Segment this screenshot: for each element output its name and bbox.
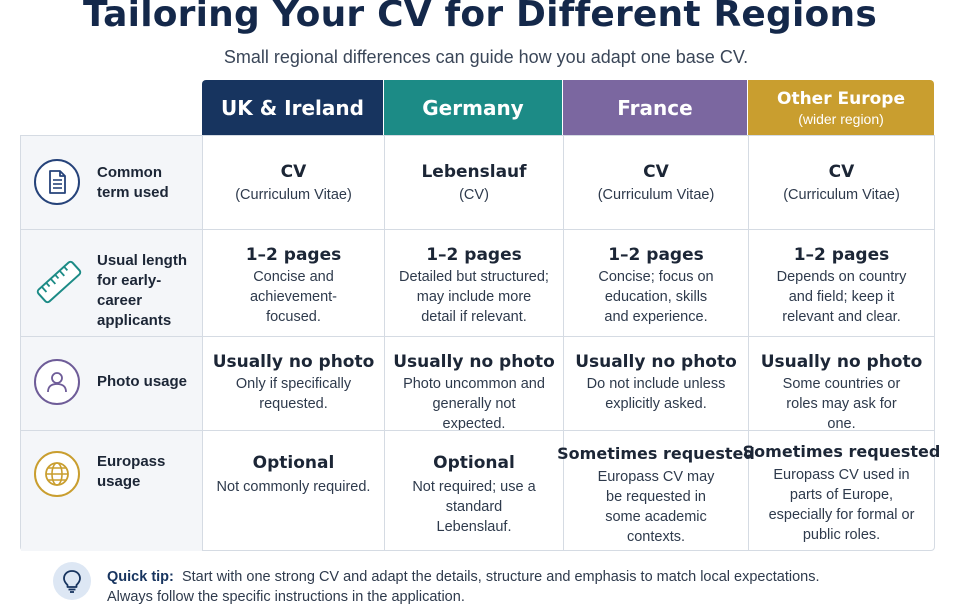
column-header-label: France xyxy=(617,95,693,120)
cell-main: Optional xyxy=(433,453,515,473)
table-cell: 1–2 pages Concise; focus on education, s… xyxy=(564,230,749,337)
row-label-cell: Photo usage xyxy=(21,337,203,431)
table-cell: 1–2 pages Concise and achievement-focuse… xyxy=(203,230,385,337)
globe-icon xyxy=(34,451,80,497)
page-title: Tailoring Your CV for Different Regions xyxy=(83,0,877,35)
cell-main: Usually no photo xyxy=(212,352,375,372)
cell-detail: Not required; use a standard Lebenslauf. xyxy=(412,479,536,535)
cell-main: 1–2 pages xyxy=(426,245,522,265)
quick-tip-line2: Always follow the specific instructions … xyxy=(107,589,465,605)
column-header-other-europe: Other Europe (wider region) xyxy=(748,80,934,135)
quick-tip-label: Quick tip: xyxy=(107,569,174,585)
cell-detail: (Curriculum Vitae) xyxy=(783,187,900,203)
cell-detail: Not commonly required. xyxy=(216,479,371,495)
cell-detail: Only if specifically requested. xyxy=(235,376,352,412)
column-header-germany: Germany xyxy=(384,80,562,135)
table-body: Common term used CV (Curriculum Vitae) L… xyxy=(20,135,941,551)
cell-detail: Photo uncommon and generally not expecte… xyxy=(403,376,545,432)
row-label-cell: Usual length for early-career applicants xyxy=(21,230,203,337)
cell-detail: Depends on country and field; keep it re… xyxy=(776,269,907,325)
table-cell: Lebenslauf (CV) xyxy=(385,136,564,229)
table-row-common-term: Common term used CV (Curriculum Vitae) L… xyxy=(21,136,934,229)
row-label: Europass usage xyxy=(97,453,166,490)
row-label: Common term used xyxy=(97,164,169,201)
table-cell: CV (Curriculum Vitae) xyxy=(203,136,385,229)
table-cell: Optional Not required; use a standard Le… xyxy=(385,431,564,551)
column-header-uk-ireland: UK & Ireland xyxy=(202,80,383,135)
cell-main: Lebenslauf xyxy=(421,162,527,182)
table-cell: 1–2 pages Depends on country and field; … xyxy=(749,230,934,337)
ruler-icon xyxy=(33,256,85,308)
column-header-label: Other Europe xyxy=(777,88,905,109)
table-cell: Sometimes requested Europass CV used in … xyxy=(743,431,941,551)
cell-main: Usually no photo xyxy=(575,352,737,372)
cell-main: 1–2 pages xyxy=(245,245,342,265)
cell-main: CV xyxy=(643,162,669,182)
cell-main: Optional xyxy=(252,453,335,473)
cell-detail: (CV) xyxy=(459,187,489,203)
table-cell: Usually no photo Some countries or roles… xyxy=(749,337,934,432)
cell-detail: (Curriculum Vitae) xyxy=(235,187,352,203)
cell-main: Sometimes requested xyxy=(742,442,941,461)
person-icon xyxy=(34,359,80,405)
cell-detail: Do not include unless explicitly asked. xyxy=(586,376,726,412)
cell-main: Sometimes requested xyxy=(557,444,755,463)
table-cell: Optional Not commonly required. xyxy=(203,431,385,551)
table-cell: Usually no photo Photo uncommon and gene… xyxy=(385,337,564,432)
table-cell: Sometimes requested Europass CV may be r… xyxy=(557,431,755,551)
column-header-label: UK & Ireland xyxy=(221,95,364,120)
cell-main: 1–2 pages xyxy=(793,245,890,265)
column-header-france: France xyxy=(563,80,747,135)
table-cell: CV (Curriculum Vitae) xyxy=(749,136,934,229)
comparison-table: UK & Ireland Germany France Other Europe… xyxy=(20,80,941,551)
column-header-sublabel: (wider region) xyxy=(798,110,884,127)
row-label-cell: Europass usage xyxy=(21,431,203,551)
cell-detail: (Curriculum Vitae) xyxy=(597,187,715,203)
table-cell: 1–2 pages Detailed but structured; may i… xyxy=(385,230,564,337)
quick-tip: Quick tip: Start with one strong CV and … xyxy=(107,567,819,607)
row-label: Photo usage xyxy=(97,373,188,390)
column-header-label: Germany xyxy=(422,95,524,120)
table-row-usual-length: Usual length for early-career applicants… xyxy=(21,229,934,337)
cell-main: CV xyxy=(828,162,855,182)
cell-detail: Europass CV may be requested in some aca… xyxy=(597,469,715,545)
cell-main: 1–2 pages xyxy=(608,245,704,265)
document-icon xyxy=(34,159,80,205)
table-cell: Usually no photo Only if specifically re… xyxy=(203,337,385,431)
lightbulb-icon xyxy=(53,562,91,600)
cell-main: CV xyxy=(280,162,307,182)
cell-detail: Concise; focus on education, skills and … xyxy=(598,269,714,325)
table-row-photo-usage: Photo usage Usually no photo Only if spe… xyxy=(21,336,934,432)
row-label-cell: Common term used xyxy=(21,136,203,229)
cell-detail: Some countries or roles may ask for one. xyxy=(782,376,901,432)
page-subtitle: Small regional differences can guide how… xyxy=(223,47,749,67)
cell-main: Usually no photo xyxy=(760,352,923,372)
table-row-europass-usage: Europass usage Optional Not commonly req… xyxy=(21,430,941,551)
table-cell: Usually no photo Do not include unless e… xyxy=(564,337,749,431)
row-label: Usual length for early-career applicants xyxy=(97,252,188,329)
cell-detail: Concise and achievement-focused. xyxy=(249,269,338,325)
quick-tip-line1: Start with one strong CV and adapt the d… xyxy=(181,569,820,585)
cell-main: Usually no photo xyxy=(393,352,555,372)
cell-detail: Detailed but structured; may include mor… xyxy=(399,269,549,325)
table-cell: CV (Curriculum Vitae) xyxy=(564,136,749,229)
cell-detail: Europass CV used in parts of Europe, esp… xyxy=(768,467,915,543)
